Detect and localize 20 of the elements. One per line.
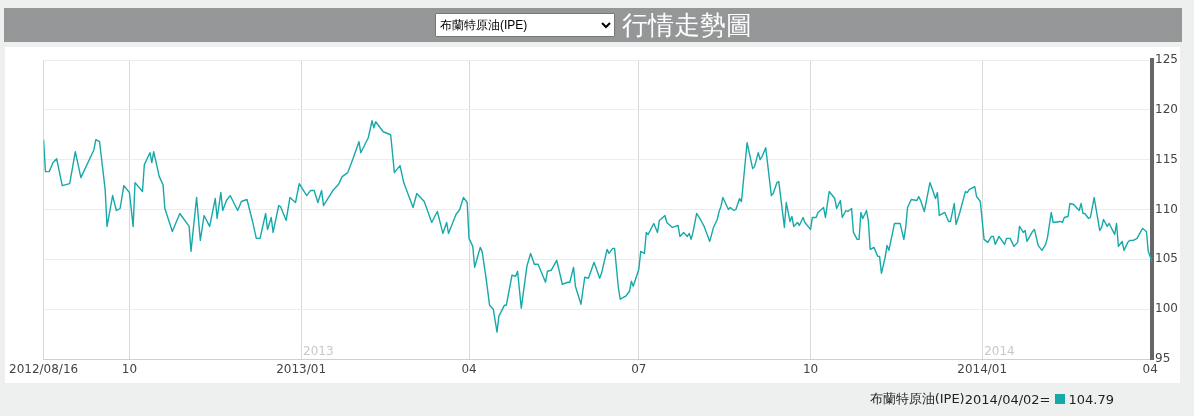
text: 布蘭特原油(IPE) <box>869 390 965 408</box>
chart-subtitle: 布蘭特原油(IPE) <box>435 13 615 37</box>
x-tick-label: 04 <box>1142 362 1158 377</box>
y-tick-label: 115 <box>1155 151 1178 166</box>
y-tick-label: 100 <box>1155 301 1178 316</box>
x-tick-label: 2013/01 <box>276 362 327 377</box>
chart-title: 行情走勢圖 <box>622 9 752 41</box>
y-tick-label: 110 <box>1155 201 1178 216</box>
x-tick-label: 07 <box>631 362 647 377</box>
x-tick-label: 10 <box>802 362 819 377</box>
x-tick-label: 04 <box>461 362 477 377</box>
x-tick-label: 2012/08/16 <box>9 362 79 377</box>
y-tick-label: 105 <box>1155 251 1178 266</box>
y-tick-label: 125 <box>1155 52 1178 67</box>
y-tick-label: 95 <box>1155 351 1171 366</box>
x-tick-label: 10 <box>121 362 138 377</box>
y-tick-label: 120 <box>1155 101 1178 116</box>
x-tick-label: 2014/01 <box>957 362 1008 377</box>
text: 2014/04/02= <box>964 391 1051 407</box>
text: 104.79 <box>1068 391 1114 407</box>
